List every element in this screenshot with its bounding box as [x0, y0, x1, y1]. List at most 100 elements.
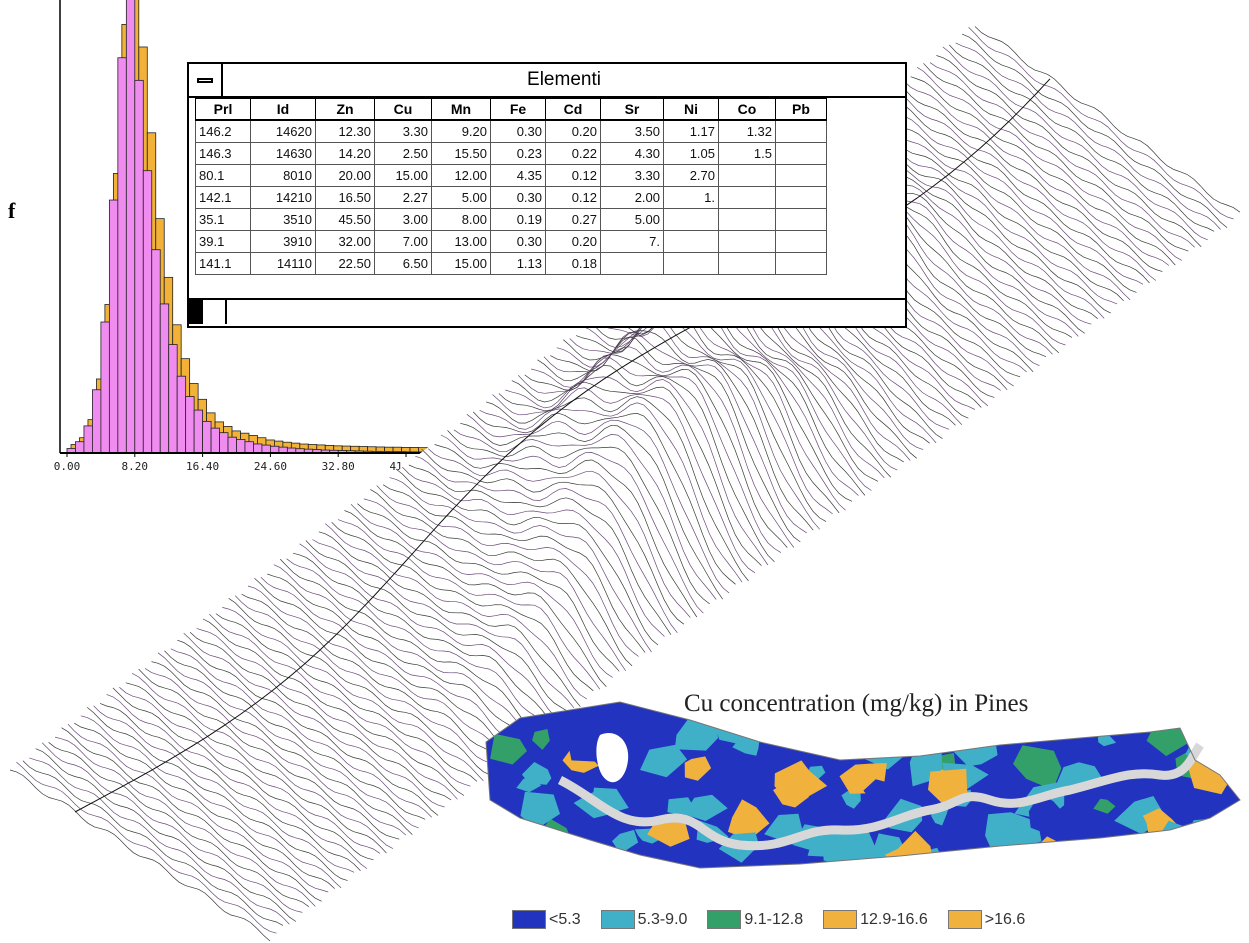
window-title: Elementi [527, 69, 601, 90]
surface-line [350, 503, 613, 678]
table-cell[interactable] [775, 252, 827, 275]
table-cell[interactable]: 35.1 [195, 208, 251, 231]
table-row[interactable]: 141.1 14110 22.50 6.50 15.00 1.13 0.18 [195, 252, 827, 275]
column-header-id[interactable]: Id [250, 98, 316, 121]
elementi-window[interactable]: Elementi Prl Id Zn Cu Mn Fe Cd Sr Ni Co Pb 146.2 14… [187, 62, 907, 328]
table-cell[interactable]: 3910 [250, 230, 316, 253]
surface-line [286, 558, 549, 727]
table-row[interactable]: 146.3 14630 14.20 2.50 15.50 0.23 0.22 4.30 1.05… [195, 142, 827, 165]
surface-line [61, 727, 322, 902]
surface-line [485, 396, 749, 582]
surface-line [215, 613, 478, 782]
table-row[interactable]: 39.1 3910 32.00 7.00 13.00 0.30 0.20 7. [195, 230, 827, 253]
table-row[interactable]: 35.1 3510 45.50 3.00 8.00 0.19 0.27 5.00 [195, 208, 827, 231]
column-header-co[interactable]: Co [718, 98, 776, 121]
surface-line [196, 628, 458, 800]
table-cell[interactable]: 1.13 [490, 252, 546, 275]
table-cell[interactable]: 4.30 [600, 142, 664, 165]
legend-swatch [823, 910, 858, 929]
column-header-cu[interactable]: Cu [374, 98, 432, 121]
scroll-left-button[interactable] [189, 300, 203, 324]
table-cell[interactable]: 14110 [250, 252, 316, 275]
surface-line [337, 519, 601, 690]
system-menu-button[interactable] [189, 64, 223, 96]
table-cell[interactable]: 14210 [250, 186, 316, 209]
table-cell[interactable]: 0.12 [545, 164, 601, 187]
map-region [841, 791, 861, 809]
table-cell[interactable]: 3510 [250, 208, 316, 231]
surface-line [543, 332, 807, 534]
column-header-sr[interactable]: Sr [600, 98, 664, 121]
surface-line [897, 81, 1163, 272]
table-row[interactable]: 146.2 14620 12.30 3.30 9.20 0.30 0.20 3.50 1.17 1… [195, 119, 827, 143]
map-region [521, 762, 552, 785]
surface-line [531, 346, 795, 548]
table-cell[interactable]: 141.1 [195, 252, 251, 275]
surface-line [209, 613, 471, 787]
legend-swatch [512, 910, 546, 929]
map-region [822, 829, 882, 867]
surface-line [299, 543, 562, 721]
x-tick-label: 8.20 [122, 460, 149, 473]
table-row[interactable]: 80.1 8010 20.00 15.00 12.00 4.35 0.12 3.30 2.70 [195, 164, 827, 187]
column-header-pb[interactable]: Pb [775, 98, 827, 121]
table-cell[interactable]: 7.00 [374, 230, 432, 253]
table-cell[interactable]: 12.30 [315, 119, 375, 143]
x-tick-label: 0.00 [54, 460, 81, 473]
table-cell[interactable]: 32.00 [315, 230, 375, 253]
surface-line [241, 593, 504, 764]
surface-line [279, 558, 542, 733]
surface-line [254, 578, 516, 754]
table-cell[interactable]: 12.00 [431, 164, 491, 187]
surface-line [453, 429, 717, 600]
table-cell[interactable]: 146.2 [195, 119, 251, 143]
map-region [773, 782, 810, 808]
table-cell[interactable]: 1.32 [718, 119, 776, 143]
table-cell[interactable]: 2.70 [663, 164, 719, 187]
surface-line [447, 430, 710, 605]
lake [596, 732, 629, 783]
surface-line [511, 365, 775, 562]
scrollbar-divider [225, 300, 227, 324]
surface-line [382, 484, 646, 653]
legend-label: <5.3 [549, 910, 581, 928]
surface-line [357, 503, 620, 672]
surface-line [949, 44, 1215, 232]
surface-line [22, 760, 284, 926]
surface-line [427, 448, 691, 618]
surface-line [865, 109, 1131, 301]
column-header-mn[interactable]: Mn [431, 98, 491, 121]
map-region [1037, 722, 1059, 739]
surface-line [556, 321, 820, 530]
surface-line [376, 485, 639, 657]
table-cell[interactable]: 0.27 [545, 208, 601, 231]
surface-line [48, 742, 310, 907]
map-region [985, 812, 1042, 851]
surface-line [9, 769, 271, 942]
table-cell[interactable]: 3.30 [374, 119, 432, 143]
surface-line [267, 573, 529, 746]
surface-line [466, 414, 730, 594]
legend-item: 9.1-12.8 [707, 910, 803, 929]
table-cell[interactable]: 15.00 [374, 164, 432, 187]
column-header-fe[interactable]: Fe [490, 98, 546, 121]
table-cell[interactable]: 4.35 [490, 164, 546, 187]
table-cell[interactable]: 0.18 [545, 252, 601, 275]
surface-line [460, 422, 723, 600]
horizontal-scrollbar[interactable] [189, 298, 905, 326]
surface-line [588, 295, 853, 502]
minus-icon [197, 77, 213, 83]
surface-line [421, 449, 685, 625]
table-cell[interactable]: 14620 [250, 119, 316, 143]
column-header-cd[interactable]: Cd [545, 98, 601, 121]
table-cell[interactable]: 5.00 [600, 208, 664, 231]
table-cell[interactable]: 2.27 [374, 186, 432, 209]
surface-line [492, 387, 756, 574]
table-cell[interactable]: 3.50 [600, 119, 664, 143]
table-cell[interactable]: 13.00 [431, 230, 491, 253]
table-cell[interactable]: 14630 [250, 142, 316, 165]
surface-line [324, 523, 588, 700]
window-title-bar[interactable]: Elementi [189, 64, 905, 98]
surface-line [434, 444, 698, 618]
table-cell[interactable]: 146.3 [195, 142, 251, 165]
